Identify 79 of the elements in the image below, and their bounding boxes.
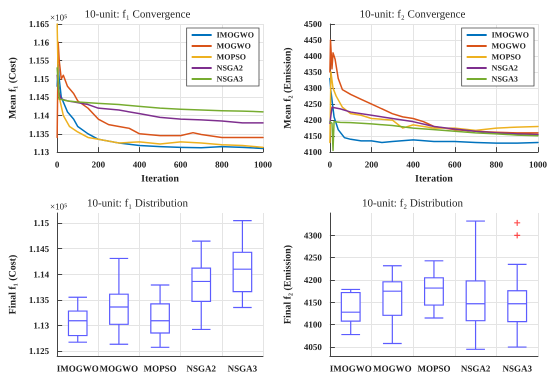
y-tick-label: 4200	[304, 115, 322, 126]
y-tick-label: 1.14	[33, 268, 50, 279]
x-tick-label: 0	[328, 160, 333, 170]
y-tick-label: 4500	[304, 19, 322, 29]
line-series	[329, 39, 539, 134]
y-axis-title: Mean f₂ (Emission)	[282, 47, 294, 129]
line-series	[329, 106, 539, 136]
line-series	[56, 42, 264, 138]
x-tick-label: 600	[174, 160, 188, 170]
x-tick-label: NSGA3	[502, 363, 532, 373]
legend-label: NSGA2	[216, 64, 243, 72]
y-tick-label: 1.15	[33, 218, 50, 228]
y-tick-label: 4200	[304, 274, 322, 285]
y-tick-label: 1.135	[28, 294, 50, 304]
chart-title: 10-unit: f₂ Distribution	[362, 197, 464, 209]
y-tick-label: 4250	[304, 99, 322, 110]
x-tick-label: 600	[448, 160, 462, 170]
x-axis-title: Iteration	[415, 174, 454, 184]
y-tick-label: 1.16	[33, 37, 50, 48]
x-tick-label: NSGA2	[186, 363, 216, 373]
y-tick-label: 4400	[304, 51, 322, 62]
y-tick-label: 4100	[304, 319, 322, 330]
y-tick-label: 1.145	[28, 243, 50, 254]
x-tick-label: NSGA2	[460, 363, 491, 373]
y-axis-title: Mean f₁ (Cost)	[8, 57, 18, 119]
chart-title: 10-unit: f₁ Distribution	[87, 197, 188, 209]
y-tick-label: 1.13	[33, 320, 50, 330]
y-tick-label: 4350	[304, 67, 322, 78]
x-tick-label: MOGWO	[373, 363, 412, 373]
text: ×10⁵	[50, 12, 68, 22]
y-tick-label: 1.165	[28, 19, 50, 29]
line-series	[56, 74, 264, 124]
legend-label: IMOGWO	[492, 30, 530, 40]
chart-title: 10-unit: f₂ Convergence	[360, 8, 466, 20]
legend-label: IMOGWO	[216, 30, 254, 40]
text: ×10⁵	[50, 201, 68, 211]
x-tick-label: MOPSO	[144, 363, 177, 373]
y-axis-title: Final f₂ (Emission)	[282, 244, 294, 324]
legend-label: NSGA2	[492, 64, 518, 72]
y-tick-label: 4450	[304, 35, 322, 46]
y-tick-label: 1.125	[28, 345, 50, 356]
y-tick-label: 4050	[304, 342, 322, 352]
y-tick-label: 4300	[304, 83, 322, 94]
x-tick-label: IMOGWO	[56, 363, 99, 373]
y-axis-title: Final f₁ (Cost)	[8, 254, 18, 314]
legend-label: MOPSO	[216, 52, 246, 62]
y-tick-label: 4150	[304, 296, 322, 307]
legend-label: MOGWO	[216, 42, 251, 50]
x-tick-label: 1000	[254, 160, 272, 170]
x-tick-label: MOPSO	[417, 363, 450, 373]
x-tick-label: MOGWO	[100, 363, 138, 373]
y-tick-label: 1.15	[33, 74, 50, 84]
y-tick-label: 1.14	[33, 110, 50, 120]
y-tick-label: 1.135	[28, 128, 50, 139]
x-tick-label: 800	[215, 160, 230, 170]
x-tick-label: 1000	[529, 160, 548, 170]
legend-label: MOGWO	[492, 42, 526, 50]
legend-label: NSGA3	[492, 74, 518, 84]
y-tick-label: 4150	[304, 131, 322, 142]
x-tick-label: 400	[406, 160, 420, 170]
y-tick-label: 1.145	[28, 92, 50, 102]
y-tick-label: 1.13	[33, 147, 50, 158]
x-tick-label: 200	[92, 160, 106, 170]
x-axis-title: Iteration	[141, 174, 180, 184]
x-tick-label: 0	[54, 160, 60, 170]
x-tick-label: 400	[132, 160, 147, 170]
x-tick-label: NSGA3	[228, 363, 258, 373]
x-tick-label: 800	[490, 160, 504, 170]
line-series	[56, 64, 264, 150]
legend-label: NSGA3	[216, 74, 243, 84]
y-tick-label: 4250	[304, 252, 322, 262]
y-tick-label: 1.155	[28, 56, 50, 66]
y-tick-label: 4100	[304, 147, 322, 158]
line-series	[56, 67, 264, 113]
chart-title: 10-unit: f₁ Convergence	[84, 8, 190, 20]
x-tick-label: 200	[364, 160, 379, 170]
legend-label: MOPSO	[492, 52, 522, 62]
x-tick-label: IMOGWO	[330, 363, 372, 373]
y-tick-label: 4300	[304, 230, 322, 240]
